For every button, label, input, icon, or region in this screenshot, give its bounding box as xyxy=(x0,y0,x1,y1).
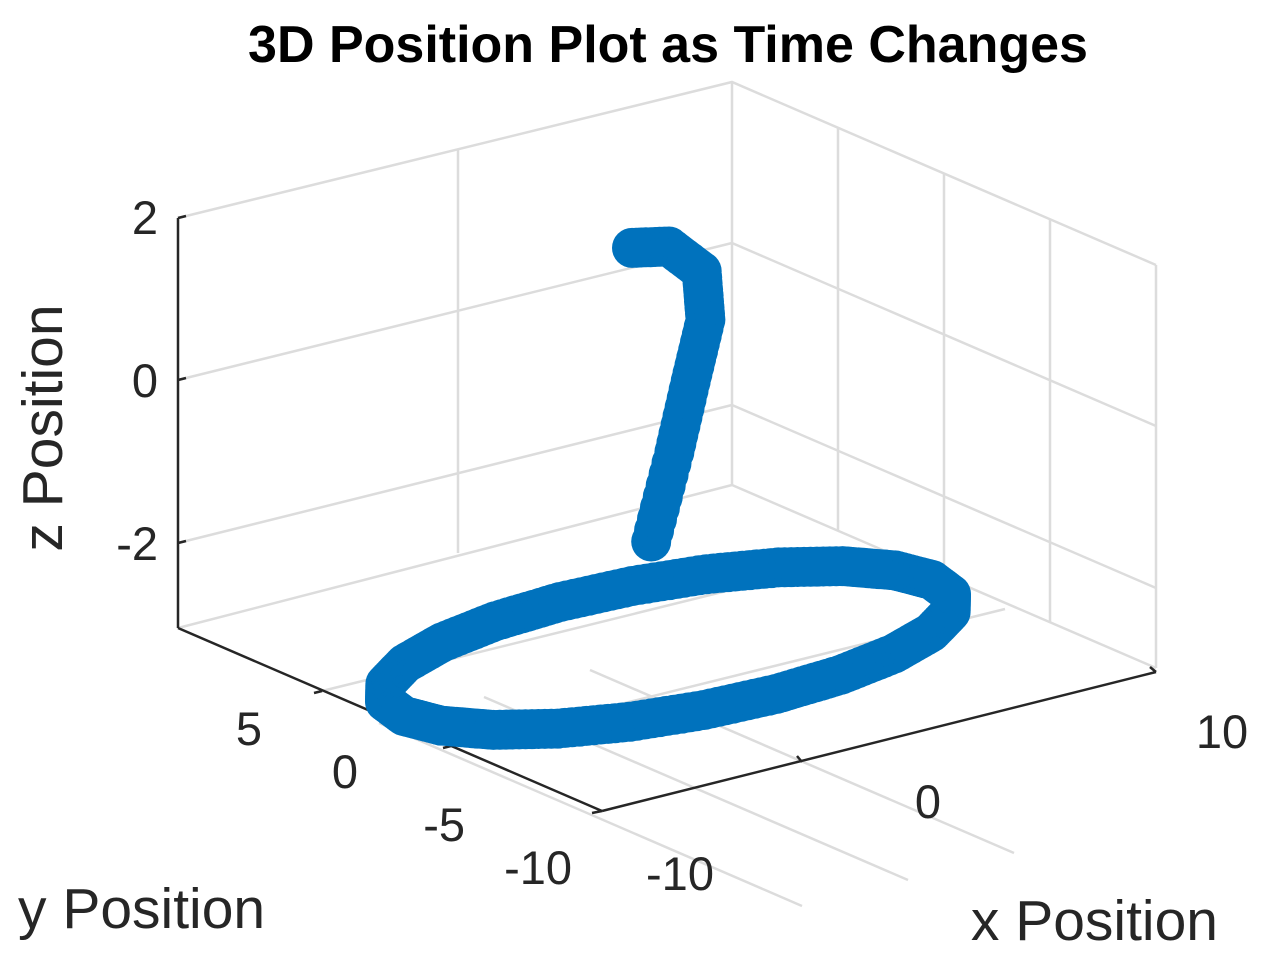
chart-title: 3D Position Plot as Time Changes xyxy=(248,16,1088,74)
y-tick-label: 5 xyxy=(236,702,262,755)
x-tick-mark xyxy=(1149,666,1157,673)
grid-line xyxy=(177,403,733,545)
x-axis-label: x Position xyxy=(971,889,1218,953)
y-tick-label: 0 xyxy=(332,745,358,798)
z-tick-label: -2 xyxy=(116,517,158,570)
y-tick-mark xyxy=(591,809,603,815)
z-axis-label: z Position xyxy=(11,304,75,551)
scatter-point xyxy=(612,227,652,268)
data-markers xyxy=(365,226,971,750)
grid-line xyxy=(731,403,1157,590)
y-tick-label: -10 xyxy=(504,841,572,894)
y-axis-label: y Position xyxy=(18,877,265,941)
x-axis-line xyxy=(601,670,1157,813)
y-tick-label: -5 xyxy=(423,798,465,851)
z-tick-mark xyxy=(177,214,187,220)
x-tick-label: 10 xyxy=(1196,705,1248,758)
scatter-point xyxy=(913,561,954,602)
x-tick-mark xyxy=(796,755,803,763)
x-tick-label: 0 xyxy=(915,775,941,828)
z-tick-mark xyxy=(177,376,187,382)
grid-line xyxy=(731,241,1157,428)
grid-line xyxy=(177,483,733,630)
grid-line xyxy=(378,721,803,908)
y-tick-mark xyxy=(313,689,323,695)
z-tick-label: 0 xyxy=(132,354,158,407)
z-tick-mark xyxy=(177,539,187,545)
z-tick-label: 2 xyxy=(132,191,158,244)
x-tick-label: -10 xyxy=(646,847,714,900)
